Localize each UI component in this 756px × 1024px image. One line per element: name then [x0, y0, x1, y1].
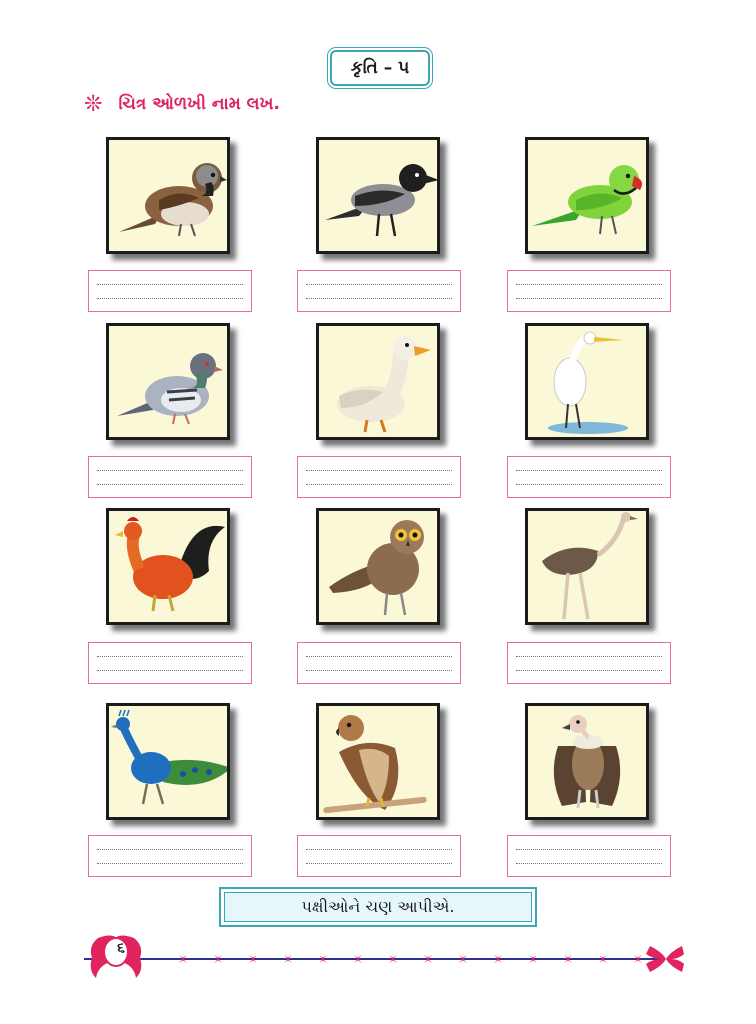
vulture-icon	[553, 715, 621, 809]
instruction: ❊ ચિત્ર ઓળખી નામ લખ.	[84, 90, 280, 118]
answer-box-2[interactable]	[297, 270, 461, 312]
bird-card-egret	[525, 323, 649, 440]
flower-icon: ❊	[84, 91, 103, 117]
answer-box-7[interactable]	[88, 642, 252, 684]
answer-box-9[interactable]	[507, 642, 671, 684]
bird-card-vulture	[525, 703, 649, 820]
eagle-icon	[323, 715, 427, 814]
answer-box-8[interactable]	[297, 642, 461, 684]
answer-box-11[interactable]	[297, 835, 461, 877]
answer-box-1[interactable]	[88, 270, 252, 312]
crow-icon	[325, 164, 437, 237]
sparrow-icon	[119, 163, 227, 237]
owl-icon	[329, 520, 424, 616]
bird-card-owl	[316, 508, 440, 625]
egret-icon	[548, 331, 628, 434]
footer-border	[84, 935, 684, 978]
ostrich-icon	[542, 512, 638, 620]
bird-card-peacock	[106, 703, 230, 820]
pigeon-icon	[117, 353, 223, 425]
instruction-text: ચિત્ર ઓળખી નામ લખ.	[118, 94, 280, 114]
parrot-icon	[532, 165, 642, 235]
page-number: ૬	[117, 940, 125, 956]
page-title-text: કૃતિ – ૫	[350, 58, 410, 78]
slogan-box: પક્ષીઓને ચણ આપીએ.	[219, 887, 537, 927]
answer-box-5[interactable]	[297, 456, 461, 498]
bird-card-pigeon	[106, 323, 230, 440]
slogan-text: પક્ષીઓને ચણ આપીએ.	[301, 897, 455, 916]
bird-card-duck	[316, 323, 440, 440]
answer-box-4[interactable]	[88, 456, 252, 498]
butterfly-border-icons	[179, 955, 642, 963]
butterfly-end-icon	[646, 946, 684, 972]
page-title: કૃતિ – ૫	[330, 50, 430, 86]
answer-box-12[interactable]	[507, 835, 671, 877]
bird-card-rooster	[106, 508, 230, 625]
rooster-icon	[115, 517, 225, 612]
bird-card-sparrow	[106, 137, 230, 254]
answer-box-6[interactable]	[507, 456, 671, 498]
bird-card-crow	[316, 137, 440, 254]
bird-card-eagle	[316, 703, 440, 820]
duck-icon	[337, 336, 431, 433]
bird-card-parrot	[525, 137, 649, 254]
answer-box-3[interactable]	[507, 270, 671, 312]
bird-card-ostrich	[525, 508, 649, 625]
answer-box-10[interactable]	[88, 835, 252, 877]
peacock-icon	[111, 709, 227, 805]
